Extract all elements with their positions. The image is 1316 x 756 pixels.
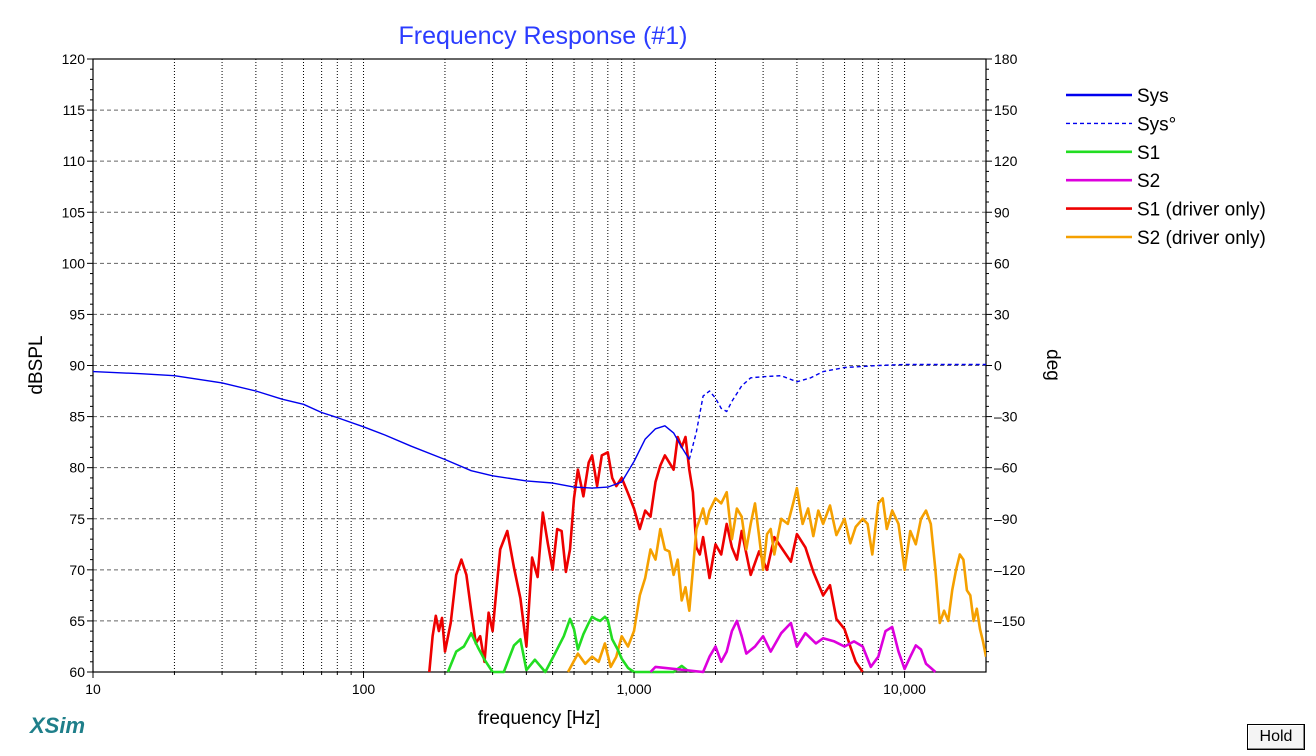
y2-tick-label: 30 <box>994 306 1010 322</box>
x-axis-label: frequency [Hz] <box>478 708 601 729</box>
y-tick-label: 100 <box>62 255 86 271</box>
series-lines <box>93 363 986 674</box>
x-tick-label: 10,000 <box>883 681 926 697</box>
legend-label: Sys° <box>1137 114 1176 135</box>
y2-tick-label: 90 <box>994 204 1010 220</box>
xsim-logo: XSim <box>30 713 86 738</box>
y-tick-label: 120 <box>62 51 86 67</box>
series-line-s2-driver-only <box>566 486 986 673</box>
legend-label: Sys <box>1137 86 1169 107</box>
y2-tick-label: 60 <box>994 255 1010 271</box>
series-line-sys <box>688 363 986 460</box>
y-tick-label: 65 <box>69 613 85 629</box>
y-tick-label: 90 <box>69 358 85 374</box>
y2-tick-label: –120 <box>994 562 1025 578</box>
y-tick-label: 80 <box>69 460 85 476</box>
y-tick-label: 95 <box>69 306 85 322</box>
y-tick-label: 105 <box>62 204 86 220</box>
y2-axis-label: deg <box>1042 349 1063 381</box>
y2-tick-label: –60 <box>994 460 1018 476</box>
x-tick-label: 1,000 <box>617 681 652 697</box>
x-tick-label: 100 <box>352 681 376 697</box>
y2-tick-label: –30 <box>994 409 1018 425</box>
legend-label: S1 (driver only) <box>1137 200 1266 221</box>
y-tick-label: 70 <box>69 562 85 578</box>
axes: 6065707580859095100105110115120–150–120–… <box>62 51 1026 697</box>
y2-tick-label: –150 <box>994 613 1025 629</box>
series-line-s1 <box>446 615 691 674</box>
y-tick-label: 75 <box>69 511 85 527</box>
series-line-sys <box>93 370 690 489</box>
grid <box>93 59 986 672</box>
legend-label: S2 (driver only) <box>1137 228 1266 249</box>
y2-tick-label: 150 <box>994 102 1018 118</box>
y-tick-label: 60 <box>69 664 85 680</box>
y2-tick-label: 120 <box>994 153 1018 169</box>
x-tick-label: 10 <box>85 681 101 697</box>
y-tick-label: 85 <box>69 409 85 425</box>
y-tick-label: 115 <box>63 102 86 118</box>
legend-label: S1 <box>1137 143 1160 164</box>
series-line-s2 <box>649 619 937 674</box>
hold-button[interactable]: Hold <box>1247 724 1305 750</box>
y2-tick-label: 0 <box>994 358 1002 374</box>
legend: Sys Sys° S1 S2 S1 (driver only) S2 (driver on… <box>1066 86 1266 249</box>
y-axis-label: dBSPL <box>26 335 47 394</box>
y2-tick-label: 180 <box>994 51 1018 67</box>
legend-label: S2 <box>1137 171 1160 192</box>
chart-title: Frequency Response (#1) <box>398 22 687 50</box>
y2-tick-label: –90 <box>994 511 1018 527</box>
series-line-s1-driver-only <box>428 435 864 673</box>
y-tick-label: 110 <box>63 153 86 169</box>
